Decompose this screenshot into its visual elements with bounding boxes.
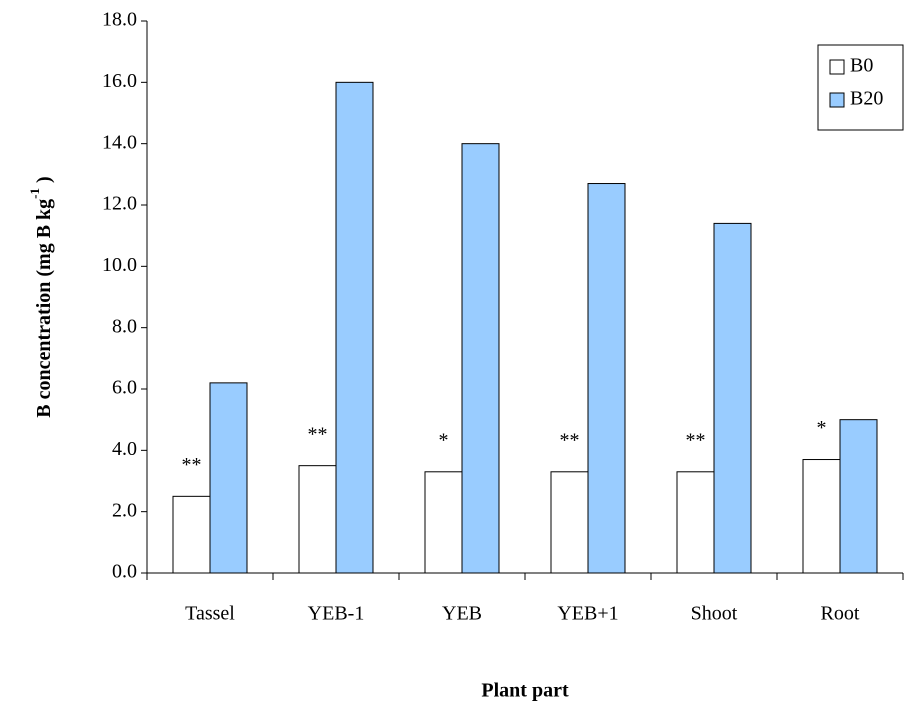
bar xyxy=(210,383,247,573)
annotation: ** xyxy=(686,429,706,451)
chart: B concentration (mg B kg-1 ) Plant part … xyxy=(0,0,905,711)
y-tick-label: 4.0 xyxy=(112,438,137,460)
y-tick-label: 0.0 xyxy=(112,561,137,583)
y-axis-title-sup: -1 xyxy=(27,188,42,199)
y-tick-label: 6.0 xyxy=(112,377,137,399)
y-tick-label: 14.0 xyxy=(102,131,137,153)
bar xyxy=(677,472,714,573)
y-tick-label: 16.0 xyxy=(102,70,137,92)
y-tick-label: 18.0 xyxy=(102,9,137,31)
y-tick-label: 10.0 xyxy=(102,254,137,276)
y-tick-label: 8.0 xyxy=(112,315,137,337)
annotation: ** xyxy=(308,423,328,445)
bar xyxy=(336,82,373,573)
annotation: * xyxy=(439,429,449,451)
bar xyxy=(173,496,210,573)
y-axis-title-main: B concentration (mg B kg xyxy=(33,199,55,418)
legend-swatch xyxy=(830,93,844,107)
x-tick-label: Root xyxy=(821,603,860,625)
y-tick-label: 2.0 xyxy=(112,499,137,521)
annotation: * xyxy=(817,417,827,439)
x-tick-label: Shoot xyxy=(691,603,738,625)
bar xyxy=(425,472,462,573)
bar xyxy=(714,223,751,573)
y-axis-title: B concentration (mg B kg-1 ) xyxy=(27,176,55,417)
x-tick-label: Tassel xyxy=(185,603,235,625)
legend-swatch xyxy=(830,60,844,74)
legend-label: B0 xyxy=(850,55,873,77)
x-tick-label: YEB+1 xyxy=(557,603,618,625)
bar xyxy=(840,420,877,573)
y-axis-title-end: ) xyxy=(33,176,55,188)
bar xyxy=(588,184,625,573)
bar xyxy=(462,144,499,573)
bar xyxy=(803,460,840,573)
x-tick-label: YEB xyxy=(442,603,482,625)
x-axis-title: Plant part xyxy=(481,680,569,702)
bar xyxy=(551,472,588,573)
y-tick-label: 12.0 xyxy=(102,193,137,215)
annotation: ** xyxy=(560,429,580,451)
x-tick-label: YEB-1 xyxy=(308,603,365,625)
annotation: ** xyxy=(182,454,202,476)
legend-label: B20 xyxy=(850,88,883,110)
bar xyxy=(299,466,336,573)
